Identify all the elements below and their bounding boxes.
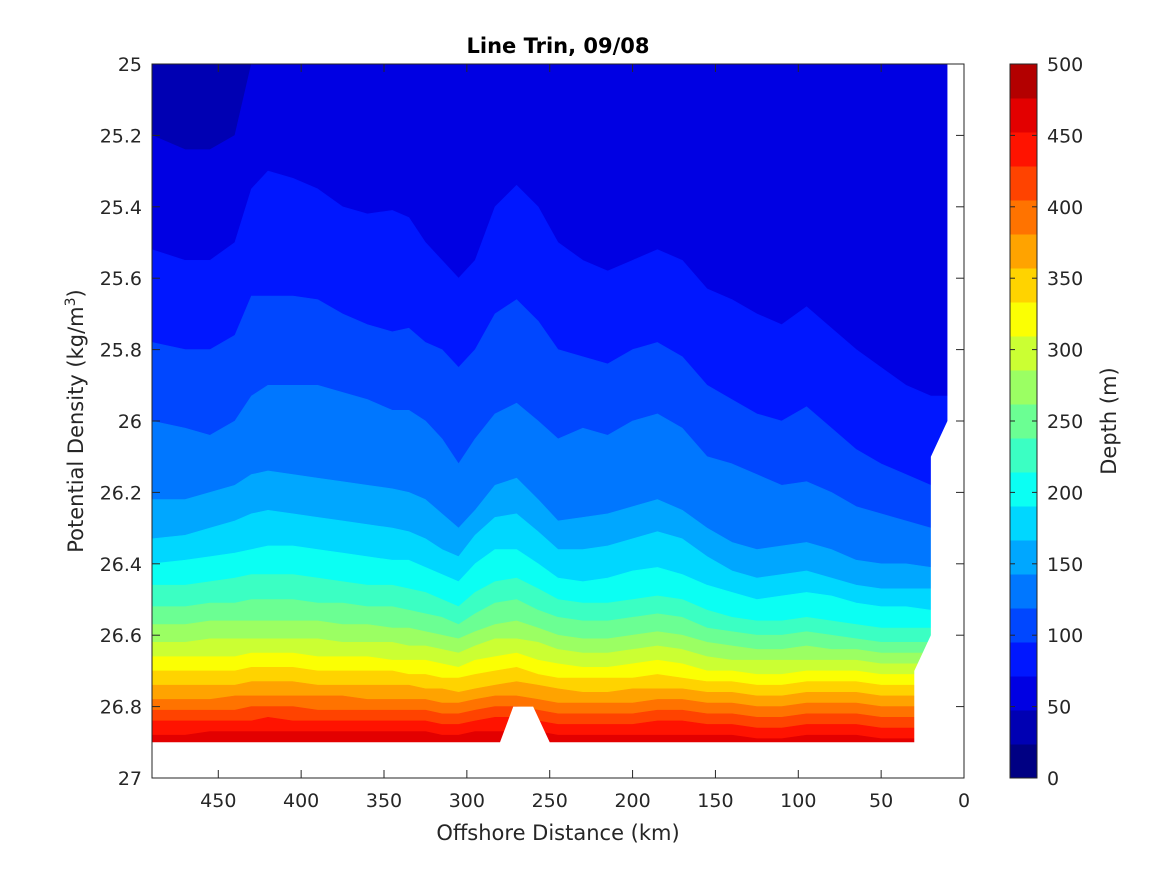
y-tick-label: 25.4: [100, 197, 142, 219]
colorbar-swatch: [1010, 438, 1037, 473]
x-tick-label: 400: [283, 790, 319, 812]
colorbar-swatch: [1010, 166, 1037, 201]
colorbar: [1009, 63, 1038, 779]
colorbar-swatch: [1010, 744, 1037, 779]
colorbar-label: Depth (m): [1097, 367, 1121, 474]
colorbar-tick-label: 300: [1047, 340, 1083, 362]
colorbar-swatch: [1010, 642, 1037, 677]
colorbar-swatch: [1010, 132, 1037, 167]
colorbar-ticks: 0 50 100 150 200 250 300 350 400 450 500: [1010, 54, 1083, 790]
x-tick-label: 450: [200, 790, 236, 812]
colorbar-swatch: [1010, 64, 1037, 99]
y-axis-label-close: ): [64, 289, 88, 297]
colorbar-swatch: [1010, 370, 1037, 405]
y-tick-label: 26.8: [100, 697, 142, 719]
colorbar-swatch: [1010, 472, 1037, 507]
colorbar-swatch: [1010, 506, 1037, 541]
y-tick-label: 26: [118, 411, 142, 433]
colorbar-swatch: [1010, 574, 1037, 609]
y-tick-label: 25.2: [100, 125, 142, 147]
colorbar-swatch: [1010, 540, 1037, 575]
colorbar-swatch: [1010, 710, 1037, 745]
x-tick-label: 300: [449, 790, 485, 812]
y-axis-ticks: 25 25.2 25.4 25.6 25.8 26 26.2 26.4 26.6 26.8 27: [100, 54, 964, 790]
colorbar-tick-label: 350: [1047, 268, 1083, 290]
contour-plot-area: [151, 63, 965, 779]
y-tick-label: 25.6: [100, 268, 142, 290]
colorbar-tick-label: 0: [1047, 768, 1059, 790]
colorbar-swatch: [1010, 234, 1037, 269]
x-axis-ticks: 450 400 350 300 250 200 150 100 50 0: [200, 64, 970, 812]
x-axis-label: Offshore Distance (km): [436, 821, 679, 845]
y-tick-label: 25: [118, 54, 142, 76]
colorbar-tick-label: 250: [1047, 411, 1083, 433]
colorbar-tick-label: 200: [1047, 482, 1083, 504]
y-axis-label: Potential Density (kg/m3): [63, 289, 88, 553]
contour-fill-layer: [152, 64, 964, 778]
colorbar-tick-label: 50: [1047, 697, 1071, 719]
x-tick-label: 250: [532, 790, 568, 812]
y-tick-label: 25.8: [100, 340, 142, 362]
colorbar-tick-label: 100: [1047, 625, 1083, 647]
x-tick-label: 50: [869, 790, 893, 812]
y-tick-label: 27: [118, 768, 142, 790]
colorbar-swatch: [1010, 302, 1037, 337]
y-tick-label: 26.4: [100, 554, 142, 576]
colorbar-swatch: [1010, 98, 1037, 133]
colorbar-swatch: [1010, 336, 1037, 371]
colorbar-swatch: [1010, 608, 1037, 643]
x-tick-label: 100: [780, 790, 816, 812]
x-tick-label: 350: [366, 790, 402, 812]
colorbar-swatch: [1010, 200, 1037, 235]
colorbar-tick-label: 450: [1047, 125, 1083, 147]
y-axis-label-superscript: 3: [63, 297, 79, 306]
colorbar-tick-label: 400: [1047, 197, 1083, 219]
y-tick-label: 26.6: [100, 625, 142, 647]
x-tick-label: 0: [958, 790, 970, 812]
colorbar-swatch: [1010, 676, 1037, 711]
chart-title: Line Trin, 09/08: [466, 34, 649, 58]
y-axis-label-text: Potential Density (kg/m: [64, 306, 88, 552]
colorbar-tick-label: 500: [1047, 54, 1083, 76]
x-tick-label: 150: [697, 790, 733, 812]
colorbar-swatch: [1010, 268, 1037, 303]
y-tick-label: 26.2: [100, 482, 142, 504]
x-tick-label: 200: [614, 790, 650, 812]
colorbar-tick-label: 150: [1047, 554, 1083, 576]
